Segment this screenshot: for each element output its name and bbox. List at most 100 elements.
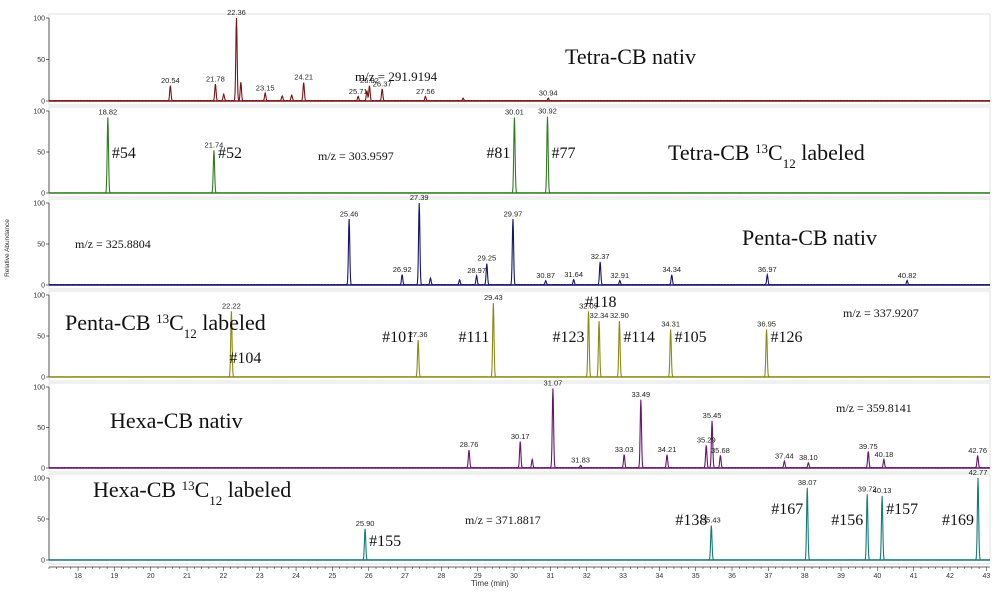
title-main: Tetra-CB — [668, 140, 755, 165]
peak-label: 28.76 — [460, 440, 479, 449]
mz-label: m/z = 359.8141 — [836, 401, 912, 415]
trace-line — [48, 477, 990, 561]
peak-label: 22.36 — [227, 8, 246, 17]
peak-label: 35.68 — [711, 446, 730, 455]
peak-label: 39.72 — [858, 484, 877, 493]
y-tick-label: 50 — [37, 150, 45, 157]
x-tick-label: 29 — [474, 573, 482, 580]
peak-label: 32.90 — [610, 311, 629, 320]
panel-title: Tetra-CB 13C12 labeled — [668, 140, 865, 171]
trace-line — [48, 388, 991, 469]
peak-label: 25.46 — [340, 209, 359, 218]
peak-label: 34.21 — [658, 445, 677, 454]
title-mid: C — [768, 140, 783, 165]
peak-label: 37.44 — [775, 452, 794, 461]
x-axis: 18 19 20 21 22 23 24 25 26 27 28 29 30 31 32 33 34 35 36 37… — [48, 566, 990, 580]
title-end: labeled — [197, 310, 266, 335]
title-main: Penta-CB — [65, 310, 156, 335]
panels-layer: 0 50 100 20.54 21.78 22.36 23.15 24.21 25.71 26.0… — [33, 8, 991, 565]
title-mid: C — [169, 310, 184, 335]
peak-label: 32.05 — [579, 301, 598, 310]
title-main: Hexa-CB — [93, 477, 182, 502]
x-tick-label: 23 — [256, 573, 264, 580]
peak-label: 25.71 — [349, 87, 368, 96]
x-tick-label: 41 — [910, 573, 918, 580]
y-tick-label: 0 — [41, 99, 45, 106]
peak-label: 29.43 — [484, 293, 503, 302]
y-tick-label: 50 — [37, 517, 45, 524]
panel-2: 0 50 100 18.82 #54 21.74#52 30.01 #81 30.92 #77 Te… — [33, 106, 991, 198]
x-tick-label: 42 — [946, 573, 954, 580]
peak-label: 28.97 — [467, 266, 486, 275]
peak-label: 36.95 — [757, 319, 776, 328]
panel-3: 0 50 100 25.46 26.92 27.39 28.97 29.25 29.97 30.8… — [33, 193, 991, 290]
x-tick-label: 28 — [437, 573, 445, 580]
peak-label: 40.82 — [898, 271, 917, 280]
mz-label: m/z = 371.8817 — [465, 513, 541, 527]
peak-label: 27.36 — [409, 330, 428, 339]
x-tick-label: 32 — [583, 573, 591, 580]
peak-label: 42.77 — [969, 468, 988, 477]
peak-label: 27.56 — [416, 87, 435, 96]
peak-label: 18.82 — [98, 108, 117, 117]
title-sub: 12 — [783, 156, 796, 171]
congener-tag: #114 — [623, 329, 654, 346]
x-tick-label: 37 — [764, 573, 772, 580]
x-tick-label: 36 — [728, 573, 736, 580]
peak-label: 42.76 — [968, 446, 987, 455]
trace-line — [48, 17, 991, 102]
peak-label: 29.97 — [504, 209, 523, 218]
trace-line — [48, 303, 991, 378]
y-tick-label: 100 — [33, 109, 45, 116]
title-sup: 13 — [182, 478, 195, 493]
peak-label: 30.87 — [536, 271, 555, 280]
congener-tag: #101 — [382, 329, 414, 346]
peak-label: 38.07 — [798, 478, 817, 487]
peak-label: 27.39 — [410, 193, 429, 202]
peak-label: 33.03 — [615, 445, 634, 454]
y-tick-label: 0 — [41, 283, 45, 290]
x-tick-label: 33 — [619, 573, 627, 580]
trace-line — [49, 116, 991, 194]
peak-label: 33.49 — [631, 390, 650, 399]
congener-tag: #169 — [942, 512, 974, 529]
peak-label: 29.25 — [477, 254, 496, 263]
title-end: labeled — [796, 140, 865, 165]
title-sub: 12 — [184, 326, 197, 341]
peak-label: 39.75 — [859, 442, 878, 451]
panel-6: 0 50 100 25.90 #155 35.43#138 38.07 #167 39.72 #1… — [33, 468, 991, 565]
x-axis-label: Time (min) — [471, 579, 509, 588]
peak-label: 25.90 — [356, 519, 375, 528]
y-tick-label: 100 — [33, 385, 45, 392]
congener-tag: #156 — [831, 512, 863, 529]
x-tick-label: 39 — [837, 573, 845, 580]
congener-tag: #118 — [585, 294, 616, 311]
x-tick-label: 40 — [873, 573, 881, 580]
peak-label: 35.29 — [697, 435, 716, 444]
y-tick-label: 100 — [33, 293, 45, 300]
x-tick-label: 22 — [219, 573, 227, 580]
y-tick-label: 50 — [37, 57, 45, 64]
panel-frame — [48, 13, 991, 106]
panel-5: 0 50 100 28.76 30.17 31.07 31.83 33.03 33.49 34.2… — [33, 379, 991, 473]
peak-label: 26.02 — [360, 76, 379, 85]
congener-tag: #105 — [675, 329, 707, 346]
title-sub: 12 — [209, 493, 222, 508]
mz-label: m/z = 291.9194 — [355, 69, 438, 84]
x-tick-label: 31 — [546, 573, 554, 580]
congener-tag: #81 — [486, 145, 510, 162]
peak-label: 40.18 — [875, 450, 894, 459]
congener-tag: #104 — [229, 350, 261, 367]
panel-title: Penta-CB nativ — [742, 225, 877, 250]
title-sup: 13 — [156, 311, 169, 326]
x-tick-label: 38 — [801, 573, 809, 580]
peak-label: 32.37 — [591, 252, 610, 261]
y-tick-label: 100 — [33, 476, 45, 483]
congener-tag: #77 — [551, 145, 575, 162]
peak-label: 30.92 — [538, 107, 557, 116]
peak-label: 20.54 — [161, 76, 180, 85]
peak-label: 24.21 — [294, 73, 313, 82]
trace-line — [48, 202, 991, 286]
congener-tag: #167 — [771, 501, 803, 518]
